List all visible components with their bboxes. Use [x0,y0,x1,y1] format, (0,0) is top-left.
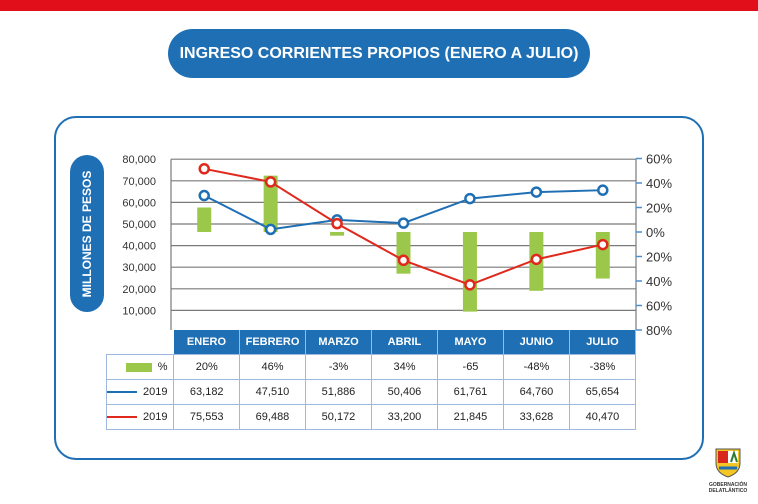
data-point [464,192,476,205]
table-cell: 21,845 [436,404,504,430]
y-tick-label: 60,000 [122,197,156,209]
page-title-text: INGRESO CORRIENTES PROPIOS (ENERO A JULI… [179,44,579,62]
coat-of-arms-icon [715,448,741,478]
table-header-row: ENERO FEBRERO MARZO ABRIL MAYO JUNIO JUL… [107,330,636,355]
legend-red: 2019 [105,404,175,430]
percent-bar [263,175,278,232]
col-header: JULIO [569,330,636,355]
y2-tick-label: 60% [646,299,672,314]
table-cell: 50,172 [304,404,372,430]
y-tick-label: 50,000 [122,219,156,231]
data-point [397,254,410,267]
percent-bar [396,232,411,274]
table-cell: 34% [370,354,438,380]
y-tick-label: 40,000 [122,241,156,253]
data-point [530,253,543,266]
data-point [464,279,476,291]
col-header: JUNIO [503,330,570,355]
table-cell: -65 [436,354,504,380]
y2-tick-label: 20% [646,250,672,265]
y2-tick-label: 80% [646,323,672,338]
y2-tick-label: 60% [646,152,672,167]
gobernacion-logo: GOBERNACIÓN DELATLÁNTICO [706,446,750,494]
legend-label: % [157,361,168,373]
data-point [530,186,543,198]
y-tick-label: 80,000 [122,154,156,166]
table-cell: 64,760 [502,379,570,405]
table-row-red-2019: 2019 75,553 69,488 50,172 33,200 21,845 33,62… [105,404,636,430]
legend-blue-line [107,391,137,393]
table-corner [107,330,174,355]
table-cell: 51,886 [304,379,372,405]
table-cell: 65,654 [568,379,636,405]
percent-bar [462,232,477,312]
table-cell: 20% [173,354,240,380]
table-cell: -48% [502,354,570,380]
y2-tick-label: 40% [646,176,672,191]
legend-label: 2019 [143,411,168,423]
data-point [331,217,343,230]
table-cell: 33,628 [502,404,570,430]
table-row-percent: % 20% 46% -3% 34% -65 -48% -38% [105,354,636,380]
col-header: ENERO [173,330,240,355]
table-cell: -38% [568,354,636,380]
data-point [198,163,210,175]
legend-blue: 2019 [105,379,175,405]
legend-bar-swatch [125,362,152,372]
table-cell: 69,488 [238,404,306,430]
legend-label: 2019 [143,386,168,398]
legend-red-line [107,416,137,418]
table-cell: 40,470 [568,404,636,430]
col-header: MARZO [305,330,372,355]
y-tick-label: 10,000 [122,305,156,317]
data-point [397,217,410,229]
y2-tick-label: 40% [646,274,672,289]
table-cell: 61,761 [436,379,504,405]
percent-bar [330,232,345,236]
y2-tick-label: 0% [646,225,665,240]
legend-percent: % [105,354,175,380]
table-cell: 75,553 [173,404,240,430]
col-header: MAYO [437,330,504,355]
y2-tick-label: 20% [646,201,672,216]
data-point [264,223,277,236]
y-tick-label: 70,000 [122,176,156,188]
data-point [597,238,609,251]
table-cell: 46% [238,354,306,380]
data-point [198,189,210,202]
data-table: ENERO FEBRERO MARZO ABRIL MAYO JUNIO JUL… [105,330,636,430]
page-title: INGRESO CORRIENTES PROPIOS (ENERO A JULI… [168,29,590,78]
data-point [264,176,277,188]
table-cell: 63,182 [173,379,240,405]
top-red-bar [0,0,758,11]
y-tick-label: 20,000 [122,284,156,296]
table-cell: 47,510 [238,379,306,405]
logo-text: GOBERNACIÓN DELATLÁNTICO [708,482,748,494]
percent-bar [197,207,212,232]
y-axis-label: MILLONES DE PESOS [70,155,104,312]
table-cell: -3% [304,354,372,380]
col-header: ABRIL [371,330,438,355]
y-tick-label: 30,000 [122,262,156,274]
table-cell: 33,200 [370,404,438,430]
chart-card [54,116,704,460]
table-row-blue-2019: 2019 63,182 47,510 51,886 50,406 61,761 64,76… [105,379,636,405]
table-cell: 50,406 [370,379,438,405]
col-header: FEBRERO [239,330,306,355]
data-point [597,184,609,196]
